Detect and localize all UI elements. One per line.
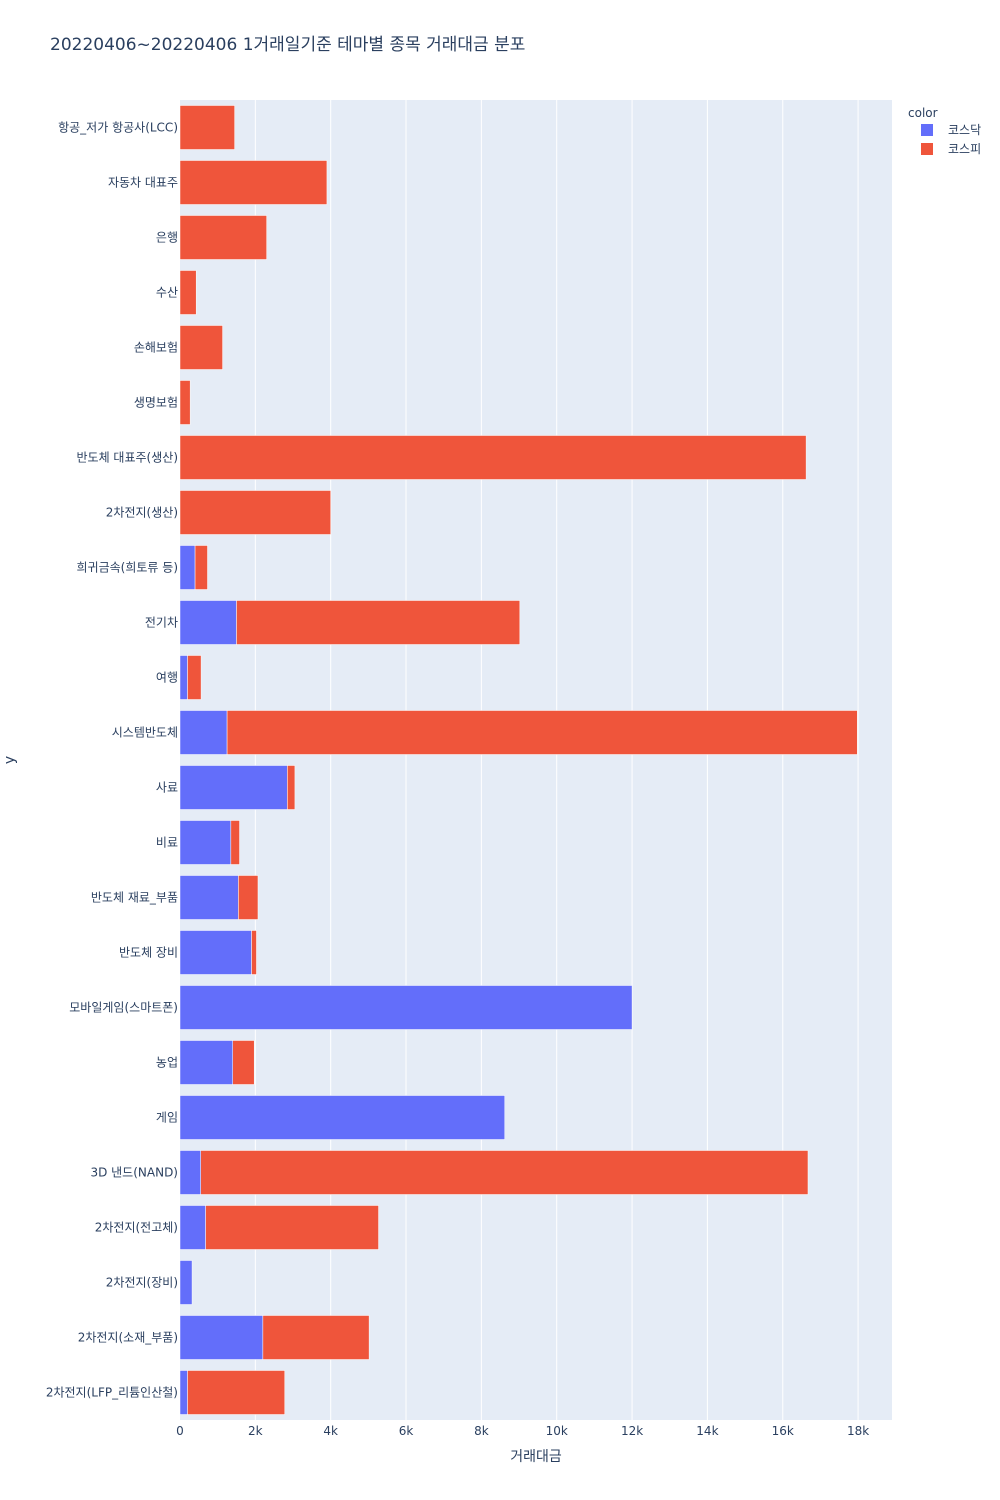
bar-kospi[interactable]	[230, 820, 240, 865]
y-tick-label: 농업	[156, 1056, 178, 1070]
bars	[179, 105, 858, 1415]
x-tick-label: 12k	[621, 1424, 643, 1438]
x-axis-ticks: 0 2k 4k 6k 8k 10k 12k 14k 16k 18k	[176, 1424, 869, 1438]
bar-kosdaq[interactable]	[179, 820, 232, 865]
legend-swatch[interactable]	[921, 143, 933, 155]
x-tick-label: 16k	[772, 1424, 794, 1438]
bar-kospi[interactable]	[194, 545, 208, 590]
y-tick-label: 수산	[156, 286, 178, 300]
x-tick-label: 0	[176, 1424, 184, 1438]
legend-title: color	[908, 106, 938, 120]
bar-kosdaq[interactable]	[179, 600, 237, 645]
bar-kosdaq[interactable]	[179, 1315, 264, 1360]
bar-kosdaq[interactable]	[179, 875, 239, 920]
chart-title: 20220406~20220406 1거래일기준 테마별 종목 거래대금 분포	[50, 35, 525, 55]
bar-kospi[interactable]	[236, 600, 521, 645]
y-tick-label: 3D 낸드(NAND)	[90, 1166, 178, 1180]
x-tick-label: 18k	[847, 1424, 869, 1438]
x-tick-label: 4k	[323, 1424, 338, 1438]
x-tick-label: 10k	[546, 1424, 568, 1438]
y-tick-label: 2차전지(장비)	[106, 1276, 178, 1290]
x-tick-label: 2k	[248, 1424, 263, 1438]
bar-kospi[interactable]	[287, 765, 296, 810]
legend-label[interactable]: 코스닥	[948, 123, 981, 137]
bar-kosdaq[interactable]	[179, 1095, 505, 1140]
bar-kospi[interactable]	[179, 435, 807, 480]
bar-kospi[interactable]	[179, 105, 235, 150]
y-tick-label: 은행	[156, 230, 178, 245]
bar-kospi[interactable]	[200, 1150, 809, 1195]
y-tick-label: 비료	[156, 836, 178, 850]
bar-kospi[interactable]	[187, 1370, 285, 1415]
bar-kosdaq[interactable]	[179, 930, 252, 975]
y-tick-label: 2차전지(전고체)	[95, 1221, 178, 1235]
bar-kospi[interactable]	[179, 380, 191, 425]
bar-kospi[interactable]	[179, 160, 328, 205]
y-tick-label: 2차전지(LFP_리튬인산철)	[46, 1386, 178, 1400]
bar-kospi[interactable]	[179, 325, 223, 370]
legend-swatch[interactable]	[921, 124, 933, 136]
bar-kospi[interactable]	[205, 1205, 379, 1250]
grid-lines	[254, 100, 859, 1420]
legend-label[interactable]: 코스피	[948, 142, 981, 156]
x-axis-title: 거래대금	[510, 1449, 562, 1465]
y-tick-label: 반도체 장비	[119, 946, 178, 960]
y-tick-label: 사료	[156, 781, 178, 795]
bar-kosdaq[interactable]	[179, 1370, 188, 1415]
bar-kospi[interactable]	[179, 270, 197, 315]
bar-kospi[interactable]	[232, 1040, 255, 1085]
bar-kosdaq[interactable]	[179, 710, 228, 755]
y-tick-label: 항공_저가 항공사(LCC)	[58, 121, 178, 135]
plot-background	[180, 100, 892, 1420]
bar-kosdaq[interactable]	[179, 985, 633, 1030]
x-tick-label: 14k	[696, 1424, 718, 1438]
y-tick-label: 여행	[156, 670, 178, 685]
bar-kosdaq[interactable]	[179, 1040, 233, 1085]
y-tick-label: 손해보험	[134, 341, 178, 355]
y-tick-label: 반도체 대표주(생산)	[77, 451, 179, 465]
bar-kospi[interactable]	[238, 875, 259, 920]
bar-kospi[interactable]	[262, 1315, 370, 1360]
bar-kosdaq[interactable]	[179, 655, 188, 700]
x-tick-label: 8k	[474, 1424, 489, 1438]
bar-kosdaq[interactable]	[179, 1150, 201, 1195]
y-tick-label: 희귀금속(희토류 등)	[77, 561, 179, 575]
bar-kospi[interactable]	[179, 215, 267, 260]
x-tick-label: 6k	[399, 1424, 414, 1438]
y-axis-title: y	[2, 756, 18, 764]
y-tick-label: 게임	[156, 1111, 178, 1125]
bar-kosdaq[interactable]	[179, 765, 288, 810]
y-tick-label: 2차전지(생산)	[106, 506, 178, 520]
bar-kosdaq[interactable]	[179, 1205, 206, 1250]
y-tick-label: 전기차	[145, 616, 178, 630]
bar-kosdaq[interactable]	[179, 1260, 193, 1305]
bar-kospi[interactable]	[251, 930, 257, 975]
bar-kospi[interactable]	[226, 710, 858, 755]
y-tick-label: 모바일게임(스마트폰)	[69, 1001, 178, 1015]
y-tick-label: 반도체 재료_부품	[91, 891, 178, 905]
bar-kospi[interactable]	[187, 655, 202, 700]
bar-kospi[interactable]	[179, 490, 331, 535]
y-tick-label: 자동차 대표주	[108, 176, 178, 190]
y-tick-label: 시스템반도체	[112, 726, 178, 740]
bar-kosdaq[interactable]	[179, 545, 196, 590]
y-tick-label: 2차전지(소재_부품)	[78, 1331, 178, 1345]
y-tick-label: 생명보험	[134, 396, 178, 410]
